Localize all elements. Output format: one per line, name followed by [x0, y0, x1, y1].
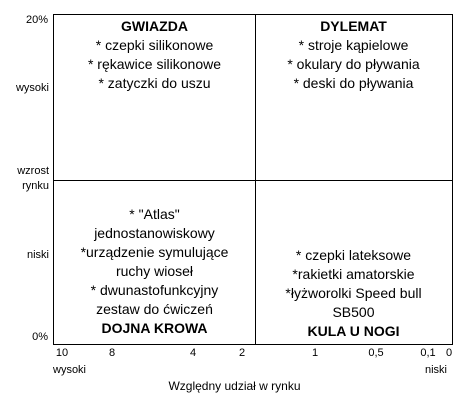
quadrant-cash-cows: * "Atlas" jednostanowiskowy *urządzenie …: [54, 205, 255, 338]
y-axis-high-label: wysoki: [15, 82, 49, 94]
list-item: * rękawice silikonowe: [87, 56, 222, 72]
list-item: zestaw do ćwiczeń: [96, 301, 213, 317]
list-item: ruchy wioseł: [115, 263, 194, 279]
x-axis-high-label: wysoki: [53, 364, 87, 376]
bcg-matrix: GWIAZDA * czepki silikonowe * rękawice s…: [53, 14, 453, 345]
quadrant-question-marks-title: DYLEMAT: [320, 18, 387, 34]
x-axis-tick: 0: [445, 347, 453, 359]
list-item: *rakietki amatorskie: [292, 266, 415, 282]
quadrant-cash-cows-title: DOJNA KROWA: [101, 320, 208, 336]
y-axis-top-value: 20%: [25, 14, 48, 26]
list-item: * dwunastofunkcyjny: [90, 282, 219, 298]
quadrant-cash-cows-items: * "Atlas" jednostanowiskowy *urządzenie …: [54, 205, 255, 319]
list-item: * deski do pływania: [293, 75, 414, 91]
list-item: jednostanowiskowy: [94, 225, 215, 241]
y-axis-title-line1: wzrost: [17, 165, 49, 177]
quadrant-question-marks: DYLEMAT * stroje kąpielowe * okulary do …: [255, 17, 452, 93]
list-item: SB500: [332, 304, 375, 320]
list-item: * zatyczki do uszu: [98, 75, 211, 91]
vertical-divider: [255, 15, 256, 344]
list-item: * okulary do pływania: [287, 56, 420, 72]
x-axis-tick: 2: [238, 347, 246, 359]
list-item: *urządzenie symulujące: [80, 244, 229, 260]
x-axis-tick: 1: [311, 347, 319, 359]
x-axis-tick: 0,1: [420, 347, 436, 359]
quadrant-stars: GWIAZDA * czepki silikonowe * rękawice s…: [54, 17, 255, 93]
quadrant-dogs: * czepki lateksowe *rakietki amatorskie …: [255, 246, 452, 341]
x-axis-title: Względny udział w rynku: [168, 379, 301, 393]
x-axis-tick: 4: [189, 347, 197, 359]
horizontal-divider: [54, 180, 452, 181]
x-axis-tick: 10: [55, 347, 69, 359]
y-axis-low-label: niski: [26, 249, 49, 261]
quadrant-dogs-title: KULA U NOGI: [307, 323, 400, 339]
y-axis-title-line2: rynku: [22, 180, 49, 192]
y-axis-bottom-value: 0%: [32, 331, 48, 343]
x-axis-tick: 0,5: [368, 347, 384, 359]
quadrant-stars-items: * czepki silikonowe * rękawice silikonow…: [54, 36, 255, 93]
list-item: * stroje kąpielowe: [298, 37, 409, 53]
list-item: * "Atlas": [129, 206, 180, 222]
list-item: * czepki silikonowe: [95, 37, 214, 53]
quadrant-stars-title: GWIAZDA: [121, 18, 188, 34]
list-item: *łyżworolki Speed bull: [285, 285, 422, 301]
list-item: * czepki lateksowe: [295, 247, 412, 263]
x-axis-tick: 8: [108, 347, 116, 359]
quadrant-dogs-items: * czepki lateksowe *rakietki amatorskie …: [255, 246, 452, 322]
x-axis-low-label: niski: [425, 364, 448, 376]
quadrant-question-marks-items: * stroje kąpielowe * okulary do pływania…: [255, 36, 452, 93]
